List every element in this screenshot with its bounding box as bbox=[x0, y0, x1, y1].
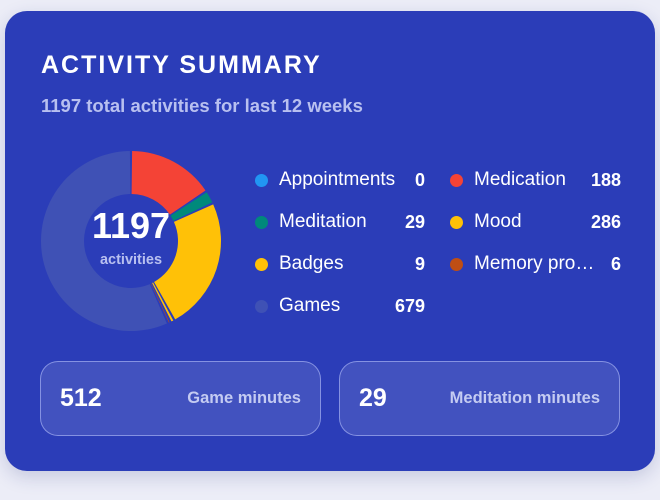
card-subtitle: 1197 total activities for last 12 weeks bbox=[41, 95, 363, 116]
donut-total-label: activities bbox=[99, 252, 163, 268]
legend-value: 9 bbox=[414, 253, 425, 274]
meditation-minutes-box[interactable]: 29 Meditation minutes bbox=[339, 361, 620, 436]
donut-slice-mood[interactable] bbox=[154, 204, 222, 320]
legend-label: Medication bbox=[474, 169, 566, 190]
legend-label: Badges bbox=[279, 253, 344, 274]
donut-svg bbox=[41, 151, 222, 331]
legend-value: 6 bbox=[610, 253, 621, 274]
meditation-minutes-label: Meditation minutes bbox=[449, 389, 600, 407]
legend-item-meditation[interactable]: Meditation 29 bbox=[255, 210, 425, 234]
legend-value: 679 bbox=[394, 295, 425, 316]
legend-item-badges[interactable]: Badges 9 bbox=[255, 252, 425, 276]
activity-summary-card: ACTIVITY SUMMARY 1197 total activities f… bbox=[5, 11, 655, 471]
donut-slice-medication[interactable] bbox=[131, 151, 206, 215]
legend-item-mood[interactable]: Mood 286 bbox=[450, 210, 621, 234]
legend-dot bbox=[255, 257, 268, 271]
donut-total-value: 1197 bbox=[91, 205, 171, 246]
game-minutes-label: Game minutes bbox=[187, 389, 301, 407]
legend-value: 0 bbox=[414, 169, 425, 190]
game-minutes-box[interactable]: 512 Game minutes bbox=[40, 361, 321, 436]
legend-dot bbox=[450, 257, 463, 271]
legend-label: Memory pro… bbox=[474, 253, 595, 274]
legend-value: 188 bbox=[590, 169, 621, 190]
donut-slice-badges[interactable] bbox=[152, 282, 174, 322]
legend-value: 29 bbox=[404, 211, 425, 232]
legend-label: Meditation bbox=[279, 211, 367, 232]
legend-label: Mood bbox=[474, 211, 522, 232]
legend-item-appointments[interactable]: Appointments 0 bbox=[255, 168, 425, 192]
game-minutes-value: 512 bbox=[60, 384, 102, 412]
legend-dot bbox=[255, 299, 268, 313]
donut-slice-meditation[interactable] bbox=[170, 192, 213, 221]
legend-item-memory-pro[interactable]: Memory pro… 6 bbox=[450, 252, 621, 276]
legend-dot bbox=[255, 215, 268, 229]
legend-dot bbox=[450, 215, 463, 229]
legend-label: Appointments bbox=[279, 169, 396, 190]
donut-slice-games[interactable] bbox=[41, 151, 167, 331]
legend-label: Games bbox=[279, 295, 341, 316]
donut-slice-memory-pro[interactable] bbox=[150, 283, 170, 323]
legend-dot bbox=[255, 173, 268, 187]
donut-center: 1197 activities bbox=[40, 150, 222, 332]
legend-item-medication[interactable]: Medication 188 bbox=[450, 168, 621, 192]
card-title: ACTIVITY SUMMARY bbox=[41, 51, 322, 79]
legend-value: 286 bbox=[590, 211, 621, 232]
legend-item-games[interactable]: Games 679 bbox=[255, 294, 425, 318]
meditation-minutes-value: 29 bbox=[359, 384, 387, 412]
activity-donut-chart: 1197 activities bbox=[40, 150, 222, 332]
legend-dot bbox=[450, 173, 463, 187]
